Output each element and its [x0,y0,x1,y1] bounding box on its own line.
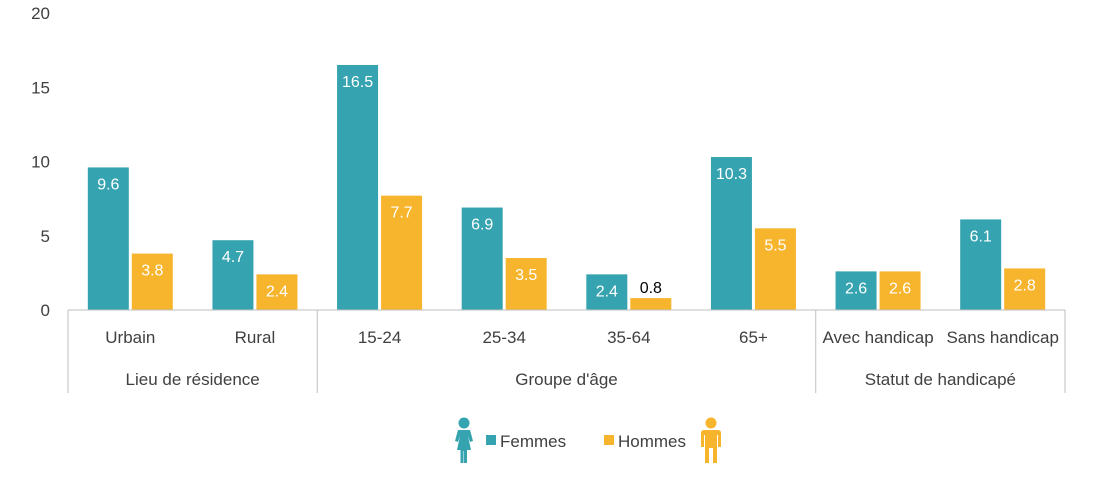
legend-label-femmes: Femmes [500,432,566,451]
y-axis: 0 5 10 15 20 [31,4,50,320]
x-group-label: Lieu de résidence [126,370,260,389]
bar-femmes [461,207,503,310]
x-category-label: Sans handicap [946,328,1058,347]
data-label: 9.6 [97,176,119,193]
bar-femmes [710,157,752,310]
data-label: 16.5 [342,74,373,91]
x-category-label: 65+ [739,328,768,347]
data-label: 5.5 [764,237,786,254]
bar-hommes [630,298,672,310]
x-category-label: Rural [235,328,276,347]
y-tick-label: 10 [31,153,50,172]
y-tick-label: 20 [31,4,50,23]
data-label: 7.7 [390,205,412,222]
data-label: 2.6 [845,280,867,297]
y-tick-label: 15 [31,78,50,97]
data-label: 2.6 [889,280,911,297]
bar-femmes [835,271,877,310]
bar-hommes [1004,268,1046,310]
x-group-label: Statut de handicapé [865,370,1016,389]
legend-swatch-hommes [604,435,614,445]
bar-hommes [381,195,423,310]
bar-hommes [754,228,796,310]
x-axis: Urbain Rural 15-24 25-34 35-64 65+ Avec handic… [67,309,1066,393]
x-category-label: 25-34 [482,328,525,347]
data-label: 3.5 [515,267,537,284]
data-label: 4.7 [222,249,244,266]
bar-hommes [256,274,298,310]
y-tick-label: 0 [41,301,50,320]
y-tick-label: 5 [41,227,50,246]
x-category-label: Urbain [105,328,155,347]
x-category-label: 15-24 [358,328,401,347]
bar-femmes [87,167,129,310]
data-label: 2.4 [266,283,288,300]
bar-hommes [879,271,921,310]
data-label: 2.8 [1014,277,1036,294]
bar-femmes [337,64,379,310]
data-label: 6.9 [471,217,493,234]
legend-swatch-femmes [486,435,496,445]
bar-femmes [960,219,1002,310]
bar-hommes [505,258,547,310]
x-category-label: 35-64 [607,328,650,347]
legend-label-hommes: Hommes [618,432,686,451]
data-label: 6.1 [970,228,992,245]
data-label: 0.8 [640,280,662,297]
bar-femmes [586,274,628,310]
bars: 9.6 3.8 4.7 2.4 16.5 7.7 6.9 3.5 2.4 0.8 10.3 5.5 2.… [87,64,1046,310]
man-icon [701,417,721,463]
data-label: 2.4 [596,283,618,300]
data-label: 3.8 [141,263,163,280]
x-category-label: Avec handicap [822,328,933,347]
x-group-label: Groupe d'âge [515,370,618,389]
legend: Femmes Hommes [455,417,721,463]
bar-femmes [212,240,254,310]
data-label: 10.3 [716,166,747,183]
woman-icon [455,417,473,463]
bar-hommes [131,253,173,310]
